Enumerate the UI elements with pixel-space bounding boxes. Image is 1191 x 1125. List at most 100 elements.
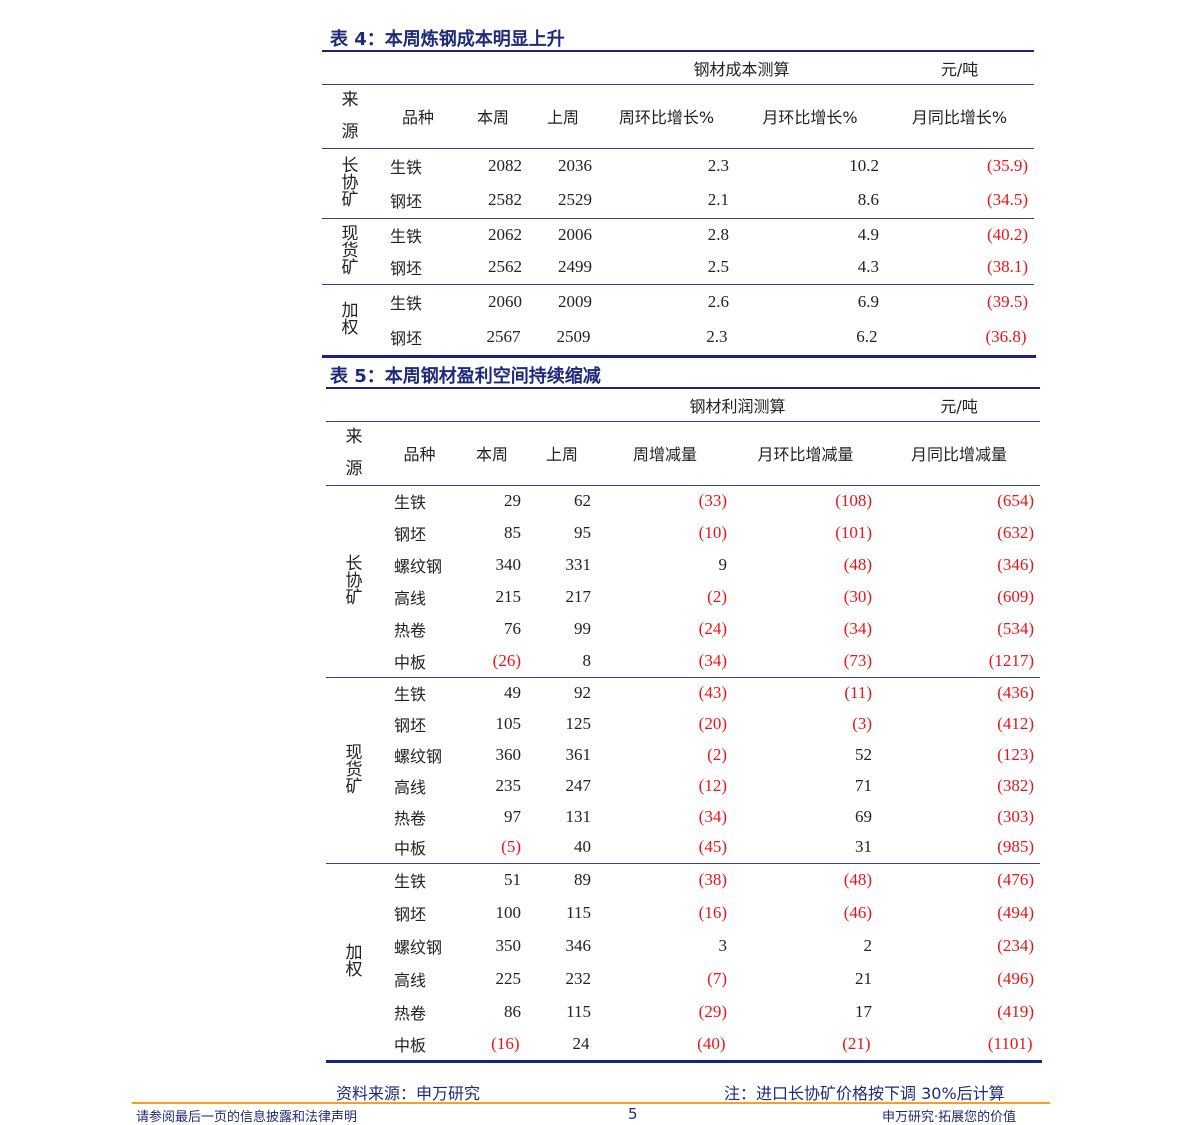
table-row: 螺纹钢 360 361 (2) 52 (123) — [326, 739, 1040, 770]
value-cell: (123) — [997, 744, 1035, 764]
table-row: 现货矿 生铁 49 92 (43) (11) (436) — [326, 676, 1041, 863]
column-header: 周环比增长% — [598, 83, 735, 148]
value-cell: (1101) — [878, 1028, 1042, 1063]
table-row: 高线 235 247 (12) 71 (382) — [326, 770, 1040, 801]
value-cell: (24) — [698, 619, 727, 638]
value-cell: 2082 — [458, 147, 528, 183]
column-header: 月同比增长% — [885, 83, 1035, 148]
value-cell: 2562 — [488, 257, 522, 277]
value-cell: (382) — [997, 775, 1035, 795]
value-cell: (7) — [707, 968, 727, 988]
variety-cell: 热卷 — [394, 621, 427, 640]
table-row: 热卷 86 115 (29) 17 (419) — [326, 995, 1040, 1028]
value-cell: 9 — [718, 555, 728, 574]
value-cell: 350 — [495, 935, 522, 955]
value-cell: 131 — [565, 806, 592, 826]
value-cell: 2.8 — [598, 217, 735, 251]
value-cell: 232 — [565, 968, 592, 988]
table-row: 钢坯 105 125 (20) (3) (412) — [326, 708, 1040, 739]
table-row: 钢坯 2562 2499 2.5 4.3 (38.1) — [322, 251, 1034, 284]
value-cell: 85 — [504, 523, 521, 542]
table5-title: 表 5：本周钢材盈利空间持续缩减 — [330, 366, 601, 387]
source-label: 加权 — [326, 862, 382, 1063]
profit-table: 钢材利润测算 元/吨来 源品种 本周 上周 周增减量 月环比增减量 月同比增减量 长协矿 生铁 2… — [326, 387, 1042, 1063]
value-cell: 3 — [718, 935, 728, 955]
source-label: 长协矿 — [322, 147, 378, 218]
variety-cell: 中板 — [394, 652, 427, 672]
value-cell: (38.1) — [986, 257, 1029, 277]
value-cell: 115 — [566, 902, 591, 922]
column-header: 月环比增长% — [735, 83, 886, 148]
value-cell: 71 — [855, 775, 873, 795]
value-cell: 86 — [504, 1001, 521, 1021]
value-cell: 17 — [855, 1001, 873, 1021]
value-cell: 360 — [495, 744, 522, 764]
value-cell: (476) — [878, 862, 1041, 896]
value-cell: (11) — [733, 676, 879, 708]
value-cell: 31 — [855, 837, 873, 857]
value-cell: (29) — [698, 1001, 727, 1021]
variety-cell: 钢坯 — [394, 715, 427, 735]
value-cell: 8.6 — [857, 190, 880, 210]
value-cell: 52 — [855, 744, 873, 764]
value-cell: 2529 — [558, 190, 592, 210]
group-header: 钢材利润测算 — [597, 387, 879, 421]
source-label: 现货矿 — [326, 676, 382, 863]
value-cell: 2.1 — [707, 190, 729, 210]
source-label: 长协矿 — [326, 484, 382, 677]
value-cell: 105 — [495, 713, 522, 733]
value-cell: (45) — [698, 837, 727, 857]
variety-cell: 螺纹钢 — [394, 746, 443, 766]
value-cell: 217 — [565, 587, 592, 606]
table-row: 钢坯 2567 2509 2.3 6.2 (36.8) — [322, 320, 1036, 358]
value-cell: 8 — [582, 650, 592, 670]
group-header-row: 钢材成本测算 元/吨 — [322, 50, 1035, 84]
source-note: 资料来源：申万研究 — [336, 1084, 481, 1103]
value-cell: (73) — [843, 650, 873, 670]
variety-cell: 生铁 — [378, 147, 458, 183]
group-header: 钢材成本测算 — [598, 50, 886, 84]
value-cell: 4.3 — [857, 257, 880, 277]
value-cell: 6.2 — [735, 320, 887, 358]
value-cell: 69 — [855, 806, 873, 826]
value-cell: (609) — [997, 587, 1035, 606]
value-cell: (20) — [698, 713, 727, 733]
blank-cell — [322, 50, 598, 84]
column-header-row: 来 源品种 本周 上周 周增减量 月环比增减量 月同比增减量 — [326, 420, 1041, 485]
value-cell: 125 — [565, 713, 592, 733]
value-cell: 2.3 — [598, 147, 735, 183]
column-header: 月同比增减量 — [878, 420, 1041, 485]
variety-cell: 钢坯 — [390, 259, 423, 279]
page-number: 5 — [628, 1105, 638, 1123]
value-cell: (34) — [698, 806, 727, 826]
column-header: 品种 — [378, 83, 458, 148]
value-cell: 361 — [565, 744, 592, 764]
value-cell: 2.6 — [598, 283, 735, 320]
unit-label: 元/吨 — [885, 50, 1035, 84]
value-cell: (38) — [597, 862, 733, 896]
value-cell: 2499 — [558, 257, 592, 277]
variety-cell: 热卷 — [394, 808, 427, 828]
table-row: 长协矿 生铁 29 62 (33) (108) (654) — [326, 484, 1041, 677]
value-cell: (101) — [835, 523, 873, 542]
value-cell: (40.2) — [885, 217, 1035, 251]
variety-cell: 钢坯 — [394, 904, 427, 924]
value-cell: 21 — [855, 968, 873, 988]
value-cell: (3) — [852, 713, 873, 733]
variety-cell: 中板 — [382, 1028, 459, 1063]
value-cell: (234) — [997, 935, 1035, 955]
table-row: 螺纹钢 350 346 3 2 (234) — [326, 929, 1040, 962]
value-cell: 346 — [565, 935, 592, 955]
value-cell: (16) — [457, 1028, 529, 1063]
table-row: 钢坯 100 115 (16) (46) (494) — [326, 896, 1040, 929]
value-cell: 92 — [527, 676, 597, 708]
footer-divider — [132, 1102, 1050, 1104]
value-cell: (48) — [733, 862, 879, 896]
disclaimer-link[interactable]: 请参阅最后一页的信息披露和法律声明 — [136, 1110, 358, 1125]
variety-cell: 螺纹钢 — [394, 557, 443, 576]
value-cell: (2) — [707, 587, 727, 606]
variety-cell: 中板 — [394, 839, 427, 859]
value-cell: 4.9 — [735, 217, 886, 251]
value-cell: 340 — [495, 555, 522, 574]
value-cell: (39.5) — [885, 283, 1035, 320]
